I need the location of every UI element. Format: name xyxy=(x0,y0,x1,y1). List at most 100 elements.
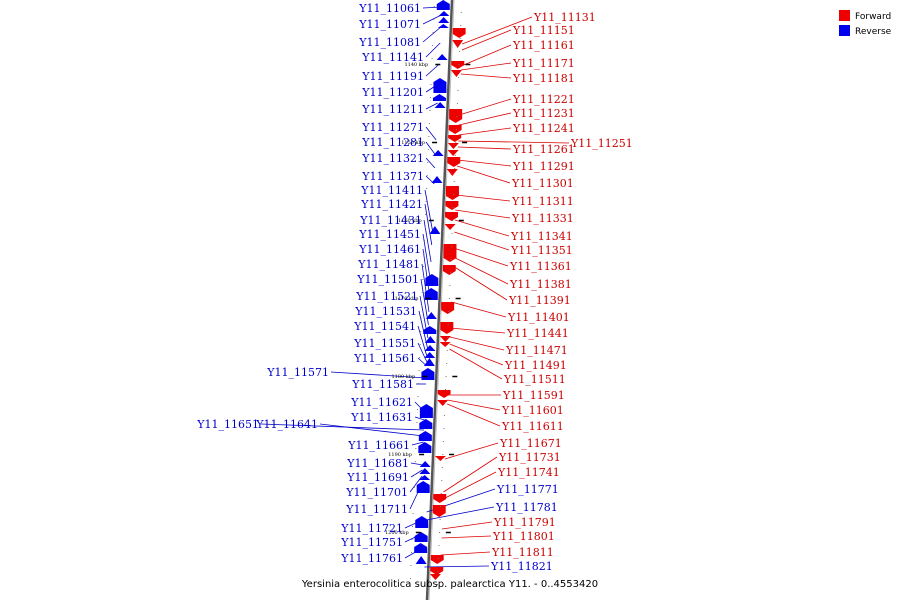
forward-gene-label[interactable]: Y11_11401 xyxy=(507,311,570,324)
reverse-gene-feature[interactable] xyxy=(425,312,437,319)
reverse-gene-label[interactable]: Y11_11541 xyxy=(353,320,416,333)
forward-gene-label[interactable]: Y11_11511 xyxy=(503,373,566,386)
reverse-gene-feature[interactable] xyxy=(418,442,432,453)
reverse-gene-label[interactable]: Y11_11071 xyxy=(358,18,421,31)
reverse-gene-label[interactable]: Y11_11551 xyxy=(353,337,416,350)
forward-gene-label[interactable]: Y11_11221 xyxy=(512,93,575,106)
forward-gene-label[interactable]: Y11_11591 xyxy=(502,389,565,402)
reverse-gene-label[interactable]: Y11_11061 xyxy=(358,2,421,15)
forward-gene-feature[interactable] xyxy=(430,567,444,575)
forward-gene-feature[interactable] xyxy=(449,109,463,123)
reverse-gene-feature[interactable] xyxy=(419,419,433,429)
forward-gene-feature[interactable] xyxy=(448,125,462,134)
forward-gene-label[interactable]: Y11_11381 xyxy=(509,278,572,291)
forward-gene-label[interactable]: Y11_11181 xyxy=(512,72,575,85)
forward-gene-label[interactable]: Y11_11311 xyxy=(511,195,574,208)
reverse-gene-label[interactable]: Y11_11321 xyxy=(361,152,424,165)
reverse-gene-feature[interactable] xyxy=(433,78,447,93)
forward-gene-label[interactable]: Y11_11361 xyxy=(509,260,572,273)
forward-gene-label[interactable]: Y11_11611 xyxy=(501,420,564,433)
forward-gene-feature[interactable] xyxy=(433,494,447,503)
forward-gene-feature[interactable] xyxy=(447,157,461,167)
forward-gene-label[interactable]: Y11_11671 xyxy=(499,437,562,450)
reverse-gene-label[interactable]: Y11_11561 xyxy=(353,352,416,365)
reverse-gene-label[interactable]: Y11_11271 xyxy=(361,121,424,134)
reverse-gene-feature[interactable] xyxy=(419,404,433,418)
reverse-gene-label[interactable]: Y11_11501 xyxy=(356,273,419,286)
reverse-gene-feature[interactable] xyxy=(431,176,443,183)
reverse-gene-label[interactable]: Y11_11141 xyxy=(361,51,424,64)
forward-gene-feature[interactable] xyxy=(443,244,457,262)
reverse-gene-feature[interactable] xyxy=(432,94,446,101)
forward-gene-label[interactable]: Y11_11291 xyxy=(512,160,575,173)
reverse-gene-feature[interactable] xyxy=(419,468,431,474)
reverse-gene-feature[interactable] xyxy=(424,288,438,300)
reverse-gene-label[interactable]: Y11_11461 xyxy=(358,243,421,256)
forward-gene-label[interactable]: Y11_11241 xyxy=(512,122,575,135)
reverse-gene-label[interactable]: Y11_11711 xyxy=(345,503,408,516)
reverse-gene-label[interactable]: Y11_11451 xyxy=(358,228,421,241)
forward-gene-feature[interactable] xyxy=(429,574,441,580)
forward-gene-label[interactable]: Y11_11161 xyxy=(512,39,575,52)
reverse-gene-label[interactable]: Y11_11771 xyxy=(496,483,559,496)
reverse-gene-feature[interactable] xyxy=(438,11,450,16)
forward-gene-feature[interactable] xyxy=(442,265,456,275)
reverse-gene-label[interactable]: Y11_11281 xyxy=(361,136,424,149)
forward-gene-feature[interactable] xyxy=(441,302,455,314)
reverse-gene-label[interactable]: Y11_11421 xyxy=(360,198,423,211)
reverse-gene-label[interactable]: Y11_11631 xyxy=(350,411,413,424)
forward-gene-label[interactable]: Y11_11351 xyxy=(510,244,573,257)
reverse-gene-feature[interactable] xyxy=(416,481,430,493)
forward-gene-label[interactable]: Y11_11601 xyxy=(501,404,564,417)
forward-gene-label[interactable]: Y11_11391 xyxy=(508,294,571,307)
reverse-gene-label[interactable]: Y11_11651 xyxy=(196,418,259,431)
forward-gene-label[interactable]: Y11_11341 xyxy=(510,230,573,243)
forward-gene-feature[interactable] xyxy=(447,143,459,149)
forward-gene-label[interactable]: Y11_11251 xyxy=(570,137,633,150)
reverse-gene-feature[interactable] xyxy=(432,150,444,156)
forward-gene-feature[interactable] xyxy=(430,555,444,564)
reverse-gene-label[interactable]: Y11_11201 xyxy=(361,86,424,99)
reverse-gene-feature[interactable] xyxy=(415,516,429,528)
forward-gene-feature[interactable] xyxy=(447,150,459,156)
reverse-gene-feature[interactable] xyxy=(414,543,428,553)
reverse-gene-feature[interactable] xyxy=(418,431,432,441)
forward-gene-label[interactable]: Y11_11131 xyxy=(533,11,596,24)
forward-gene-feature[interactable] xyxy=(450,70,462,77)
reverse-gene-feature[interactable] xyxy=(429,226,441,234)
forward-gene-label[interactable]: Y11_11261 xyxy=(512,143,575,156)
forward-gene-label[interactable]: Y11_11301 xyxy=(511,177,574,190)
forward-gene-label[interactable]: Y11_11331 xyxy=(511,212,574,225)
forward-gene-feature[interactable] xyxy=(432,505,446,517)
reverse-gene-feature[interactable] xyxy=(414,532,428,542)
reverse-gene-label[interactable]: Y11_11571 xyxy=(266,366,329,379)
forward-gene-feature[interactable] xyxy=(437,400,449,406)
reverse-gene-feature[interactable] xyxy=(436,54,448,60)
reverse-gene-label[interactable]: Y11_11211 xyxy=(361,103,424,116)
reverse-gene-feature[interactable] xyxy=(424,352,436,358)
reverse-gene-label[interactable]: Y11_11761 xyxy=(340,552,403,565)
reverse-gene-label[interactable]: Y11_11581 xyxy=(351,378,414,391)
forward-gene-label[interactable]: Y11_11811 xyxy=(491,546,554,559)
forward-gene-feature[interactable] xyxy=(439,342,451,347)
reverse-gene-feature[interactable] xyxy=(419,475,431,480)
forward-gene-feature[interactable] xyxy=(452,40,464,48)
reverse-gene-feature[interactable] xyxy=(425,274,439,286)
forward-gene-feature[interactable] xyxy=(445,186,459,200)
forward-gene-feature[interactable] xyxy=(445,201,459,210)
forward-gene-feature[interactable] xyxy=(452,28,466,38)
forward-gene-feature[interactable] xyxy=(448,135,462,142)
reverse-gene-label[interactable]: Y11_11191 xyxy=(361,70,424,83)
forward-gene-feature[interactable] xyxy=(444,212,458,221)
reverse-gene-feature[interactable] xyxy=(423,326,437,334)
forward-gene-label[interactable]: Y11_11791 xyxy=(493,516,556,529)
forward-gene-label[interactable]: Y11_11471 xyxy=(505,344,568,357)
forward-gene-feature[interactable] xyxy=(451,61,465,69)
reverse-gene-label[interactable]: Y11_11781 xyxy=(495,501,558,514)
reverse-gene-feature[interactable] xyxy=(424,345,436,351)
reverse-gene-feature[interactable] xyxy=(419,461,431,467)
reverse-gene-label[interactable]: Y11_11691 xyxy=(346,471,409,484)
reverse-gene-label[interactable]: Y11_11081 xyxy=(358,36,421,49)
forward-gene-feature[interactable] xyxy=(440,322,454,334)
forward-gene-feature[interactable] xyxy=(446,169,458,176)
